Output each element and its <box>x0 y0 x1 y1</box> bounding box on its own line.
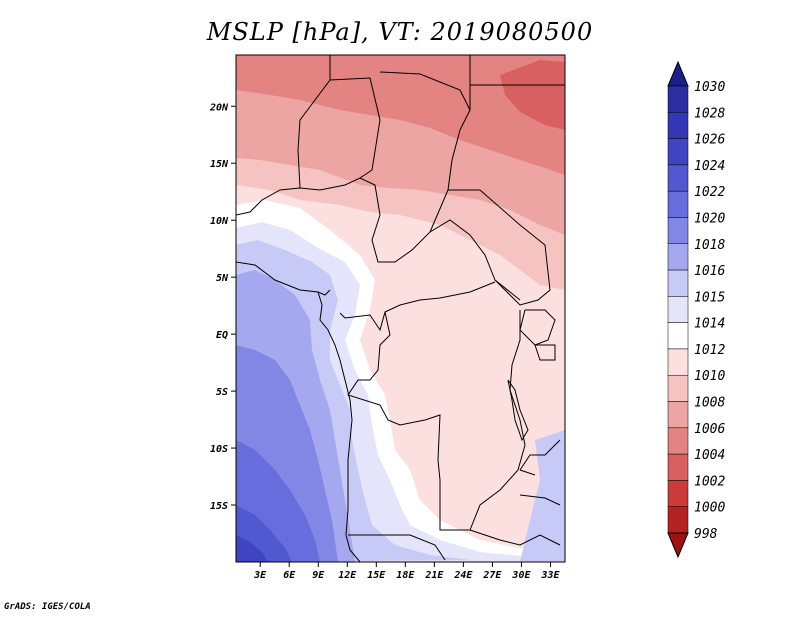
colorbar-label: 1004 <box>694 448 725 463</box>
colorbar-label: 1015 <box>694 290 725 305</box>
lat-label: 15S <box>210 501 228 512</box>
colorbar-label: 1026 <box>694 133 725 148</box>
lon-label: 21E <box>424 570 444 581</box>
country-borders <box>236 55 565 562</box>
credit-label: GrADS: IGES/COLA <box>4 602 91 612</box>
colorbar-label: 1014 <box>694 317 725 332</box>
latitude-axis: 20N 15N 10N 5N EQ 5S 10S 15S <box>209 102 236 512</box>
colorbar-label: 1024 <box>694 159 725 174</box>
colorbar-segment <box>667 322 689 350</box>
colorbar-arrow-top <box>667 60 689 87</box>
colorbar-label: 1010 <box>694 369 725 384</box>
colorbar-segment <box>667 138 689 166</box>
colorbar-segment <box>667 85 689 113</box>
colorbar-segment <box>667 506 689 534</box>
lat-label: 10N <box>210 216 229 227</box>
lon-label: 12E <box>338 570 357 581</box>
colorbar-label: 1016 <box>694 264 725 279</box>
lon-label: 30E <box>511 570 531 581</box>
colorbar-segment <box>667 243 689 271</box>
lat-label: 15N <box>210 159 229 170</box>
colorbar-label: 1020 <box>694 211 725 226</box>
colorbar-segment <box>667 453 689 481</box>
colorbar-label: 998 <box>694 527 718 542</box>
lon-label: 27E <box>482 570 502 581</box>
colorbar-label: 1018 <box>694 238 725 253</box>
colorbar-segment <box>667 374 689 402</box>
lat-label: 20N <box>209 102 229 113</box>
colorbar-label: 1028 <box>694 106 725 121</box>
colorbar-arrow-bottom <box>667 532 689 559</box>
field-1026 <box>236 535 268 562</box>
colorbar-segment <box>667 190 689 218</box>
field-1006-nw <box>236 55 330 82</box>
colorbar-segment <box>667 427 689 455</box>
lat-label: 5S <box>216 387 228 398</box>
colorbar-segment <box>667 112 689 139</box>
lon-label: 15E <box>367 570 386 581</box>
chart-title: MSLP [hPa], VT: 2019080500 <box>206 18 594 46</box>
colorbar: 1030 1028 1026 1024 1022 1020 1018 1016 1015 1014… <box>667 60 725 559</box>
colorbar-label: 1000 <box>694 501 725 516</box>
lon-label: 33E <box>540 570 560 581</box>
lon-label: 3E <box>253 570 267 581</box>
colorbar-segment <box>667 296 689 323</box>
pressure-field <box>236 55 565 562</box>
colorbar-segment <box>667 269 689 297</box>
lat-label: 10S <box>210 444 228 455</box>
longitude-axis: 3E 6E 9E 12E 15E 18E 21E 24E 27E 30E 33E <box>253 562 560 581</box>
lon-label: 18E <box>396 570 415 581</box>
lon-label: 6E <box>283 570 296 581</box>
colorbar-label: 1008 <box>694 396 725 411</box>
colorbar-label: 1030 <box>694 80 725 95</box>
colorbar-label: 1022 <box>694 185 725 200</box>
colorbar-segment <box>667 164 689 192</box>
colorbar-label: 1006 <box>694 422 725 437</box>
colorbar-label: 1002 <box>694 474 725 489</box>
colorbar-segment <box>667 480 689 507</box>
colorbar-segment <box>667 217 689 245</box>
lat-label: 5N <box>216 273 229 284</box>
colorbar-segment <box>667 401 689 429</box>
colorbar-label: 1012 <box>694 343 725 358</box>
lon-label: 9E <box>312 570 325 581</box>
lat-label: EQ <box>216 330 228 341</box>
map-frame <box>235 54 566 563</box>
field-1016-se <box>520 430 565 562</box>
field-1004 <box>500 60 565 130</box>
lon-label: 24E <box>453 570 473 581</box>
colorbar-segment <box>667 348 689 376</box>
